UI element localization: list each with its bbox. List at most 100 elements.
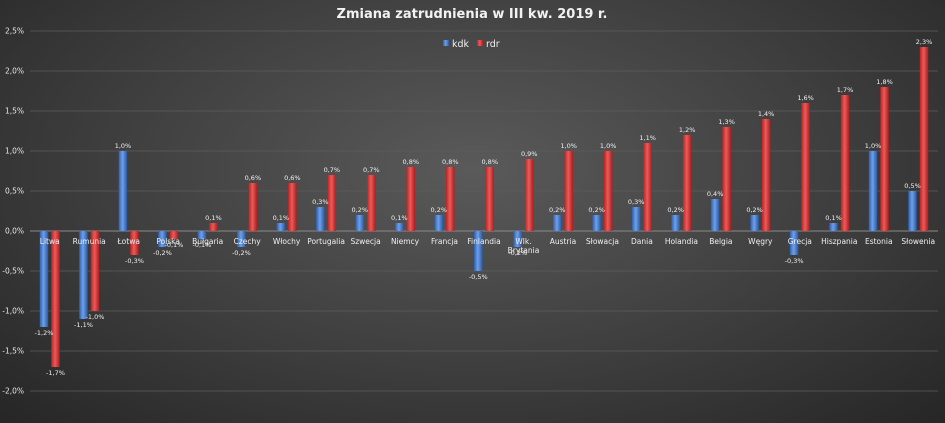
data-labels: -1,2% -1,7% -1,1%-1,0% 1,0% -0,3% -0,2% -0,1% -… — [35, 38, 933, 377]
bar-kdk — [868, 151, 878, 231]
y-tick-label: -2,0% — [2, 387, 24, 396]
bar-kdk — [197, 231, 207, 239]
y-tick-label: 2,5% — [5, 27, 24, 36]
x-category-label: Wlk. — [515, 237, 531, 246]
bar-kdk — [355, 215, 365, 231]
data-label-kdk: 0,2% — [431, 206, 448, 214]
bar-kdk — [118, 151, 128, 231]
legend-swatch-rdr — [477, 40, 483, 46]
x-category-label: Rumunia — [73, 237, 106, 246]
bar-kdk — [276, 223, 286, 231]
x-category-label: Brytania — [508, 246, 540, 255]
bar-kdk — [671, 215, 680, 231]
data-label-kdk: 0,2% — [746, 206, 763, 214]
legend: kdk rdr — [443, 39, 500, 50]
x-category-label: Dania — [631, 237, 653, 246]
data-label-kdk: -0,2% — [153, 249, 172, 257]
bar-kdk — [789, 231, 799, 255]
bar-kdk — [908, 191, 917, 231]
data-label-rdr: 0,8% — [403, 158, 420, 166]
bar-rdr — [90, 231, 100, 311]
x-category-label: Estonia — [865, 237, 893, 246]
data-label-rdr: 0,8% — [481, 158, 498, 166]
data-label-kdk: -1,2% — [35, 329, 54, 337]
y-tick-label: -1,5% — [2, 347, 24, 356]
bar-rdr — [288, 183, 297, 231]
data-label-rdr: 1,2% — [679, 126, 696, 134]
bar-rdr — [919, 47, 929, 231]
data-label-rdr: -1,0% — [86, 313, 105, 321]
bar-kdk — [750, 215, 759, 231]
bar-rdr — [209, 223, 218, 231]
data-label-kdk: 0,2% — [352, 206, 369, 214]
bar-kdk — [79, 231, 88, 319]
data-label-kdk: 0,3% — [312, 198, 329, 206]
x-category-label: Holandia — [665, 237, 698, 246]
data-label-kdk: 0,1% — [391, 214, 408, 222]
bar-rdr — [446, 167, 455, 231]
y-tick-label: -0,5% — [2, 267, 24, 276]
y-tick-label: 1,5% — [5, 107, 24, 116]
x-category-label: Hiszpania — [821, 237, 857, 246]
bar-rdr — [801, 103, 810, 231]
data-label-rdr: 1,6% — [797, 94, 814, 102]
y-tick-label: 2,0% — [5, 67, 24, 76]
data-label-kdk: 0,2% — [588, 206, 605, 214]
x-category-label: Belgia — [709, 237, 732, 246]
bar-rdr — [682, 135, 692, 231]
data-label-kdk: 0,4% — [707, 190, 724, 198]
data-label-rdr: 1,0% — [560, 142, 577, 150]
x-category-label: Grecja — [788, 237, 812, 246]
bar-kdk — [316, 207, 325, 231]
x-category-label: Węgry — [748, 237, 773, 246]
x-category-label: Austria — [550, 237, 577, 246]
data-label-rdr: -0,3% — [125, 257, 144, 265]
bar-kdk — [158, 231, 167, 247]
data-label-kdk: 0,1% — [825, 214, 842, 222]
data-label-rdr: 1,7% — [837, 86, 854, 94]
bar-rdr — [327, 175, 337, 231]
bar-rdr — [169, 231, 179, 239]
data-label-kdk: -0,2% — [232, 249, 251, 257]
bar-rdr — [840, 95, 850, 231]
legend-label-kdk: kdk — [452, 39, 470, 50]
bar-rdr — [722, 127, 731, 231]
legend-swatch-kdk — [443, 40, 449, 46]
bar-rdr — [603, 151, 613, 231]
bars — [39, 47, 929, 367]
x-category-label: Polska — [156, 237, 180, 246]
bar-kdk — [237, 231, 246, 247]
bar-rdr — [485, 167, 494, 231]
data-label-kdk: -0,1% — [192, 241, 211, 249]
bar-rdr — [761, 119, 771, 231]
bar-kdk — [829, 223, 838, 231]
data-label-kdk: 0,2% — [667, 206, 684, 214]
bar-rdr — [130, 231, 139, 255]
chart-title: Zmiana zatrudnienia w III kw. 2019 r. — [337, 7, 608, 22]
bar-kdk — [474, 231, 483, 271]
data-label-rdr: -1,7% — [46, 369, 65, 377]
y-tick-label: 1,0% — [5, 147, 24, 156]
bar-rdr — [406, 167, 416, 231]
data-label-kdk: -0,5% — [469, 273, 488, 281]
x-category-label: Bułgaria — [192, 237, 223, 246]
x-category-label: Litwa — [40, 237, 60, 246]
data-label-kdk: -1,1% — [74, 321, 93, 329]
data-label-rdr: 0,6% — [245, 174, 262, 182]
bar-rdr — [564, 151, 573, 231]
x-axis: Litwa Rumunia Łotwa Polska Bułgaria Czechy Wło… — [40, 237, 935, 255]
bar-rdr — [367, 175, 376, 231]
legend-label-rdr: rdr — [486, 39, 500, 50]
bar-rdr — [51, 231, 60, 367]
data-label-kdk: 0,2% — [549, 206, 566, 214]
x-category-label: Francja — [431, 237, 458, 246]
data-label-rdr: 0,1% — [205, 214, 222, 222]
bar-kdk — [39, 231, 49, 327]
x-category-label: Włochy — [273, 237, 301, 246]
x-category-label: Portugalia — [307, 237, 345, 246]
data-label-kdk: 0,5% — [904, 182, 921, 190]
data-label-rdr: 0,9% — [521, 150, 538, 158]
x-category-label: Słowacja — [586, 237, 619, 246]
